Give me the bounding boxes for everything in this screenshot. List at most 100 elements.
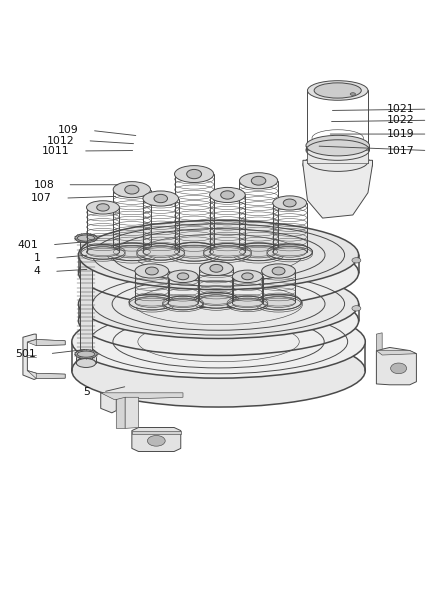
- Ellipse shape: [391, 363, 407, 373]
- Ellipse shape: [75, 350, 97, 359]
- Ellipse shape: [177, 273, 189, 280]
- Polygon shape: [132, 431, 181, 434]
- Ellipse shape: [187, 169, 202, 179]
- Ellipse shape: [262, 264, 295, 278]
- Text: 109: 109: [58, 126, 78, 136]
- Polygon shape: [307, 150, 368, 162]
- Ellipse shape: [314, 83, 361, 98]
- Ellipse shape: [81, 244, 125, 259]
- Text: 501: 501: [16, 349, 36, 359]
- Ellipse shape: [145, 267, 158, 275]
- Polygon shape: [376, 333, 382, 350]
- Text: 1019: 1019: [387, 129, 414, 139]
- Ellipse shape: [262, 297, 295, 307]
- Ellipse shape: [210, 188, 245, 202]
- Ellipse shape: [107, 243, 157, 261]
- Ellipse shape: [232, 270, 263, 283]
- Ellipse shape: [194, 293, 239, 308]
- Ellipse shape: [307, 81, 368, 100]
- Polygon shape: [303, 160, 372, 218]
- Ellipse shape: [87, 201, 120, 214]
- Ellipse shape: [221, 191, 234, 199]
- Ellipse shape: [113, 246, 151, 258]
- Ellipse shape: [227, 296, 268, 310]
- Ellipse shape: [251, 176, 266, 185]
- Polygon shape: [376, 350, 417, 355]
- Polygon shape: [101, 388, 183, 413]
- Polygon shape: [125, 397, 139, 428]
- Ellipse shape: [307, 152, 368, 172]
- Ellipse shape: [267, 244, 313, 260]
- Ellipse shape: [125, 185, 139, 194]
- Ellipse shape: [137, 244, 185, 260]
- Polygon shape: [116, 397, 125, 428]
- Text: 1012: 1012: [46, 136, 74, 146]
- Text: 1022: 1022: [387, 115, 414, 125]
- Text: 1: 1: [34, 253, 41, 263]
- Ellipse shape: [256, 294, 301, 310]
- Ellipse shape: [135, 297, 169, 307]
- Ellipse shape: [199, 261, 233, 276]
- Text: 4: 4: [34, 267, 41, 277]
- Ellipse shape: [240, 173, 278, 189]
- Polygon shape: [27, 371, 65, 379]
- Text: 1011: 1011: [42, 146, 70, 156]
- Polygon shape: [23, 334, 36, 379]
- Ellipse shape: [129, 294, 175, 310]
- Ellipse shape: [242, 273, 253, 280]
- Ellipse shape: [78, 220, 359, 290]
- Ellipse shape: [174, 245, 214, 258]
- Text: 1017: 1017: [387, 146, 414, 156]
- Text: 107: 107: [31, 193, 52, 203]
- Ellipse shape: [232, 299, 263, 307]
- Polygon shape: [132, 428, 181, 451]
- Ellipse shape: [87, 247, 120, 257]
- Ellipse shape: [168, 242, 220, 261]
- Polygon shape: [101, 393, 183, 399]
- Ellipse shape: [135, 264, 169, 278]
- Polygon shape: [27, 339, 65, 346]
- Ellipse shape: [78, 238, 359, 307]
- Ellipse shape: [273, 247, 306, 257]
- Ellipse shape: [203, 244, 252, 260]
- Ellipse shape: [272, 267, 285, 275]
- Ellipse shape: [306, 135, 369, 156]
- Text: 1021: 1021: [387, 104, 414, 114]
- Ellipse shape: [154, 194, 168, 203]
- Ellipse shape: [210, 264, 223, 272]
- Ellipse shape: [78, 286, 359, 355]
- Ellipse shape: [163, 296, 203, 310]
- Ellipse shape: [113, 182, 151, 198]
- Text: 5: 5: [83, 387, 90, 397]
- Polygon shape: [36, 373, 65, 379]
- Text: 108: 108: [33, 180, 54, 190]
- Ellipse shape: [273, 196, 306, 210]
- Ellipse shape: [352, 306, 361, 311]
- Polygon shape: [80, 237, 92, 359]
- Polygon shape: [36, 339, 65, 346]
- Polygon shape: [376, 348, 417, 385]
- Ellipse shape: [143, 191, 178, 206]
- Ellipse shape: [168, 270, 198, 283]
- Ellipse shape: [77, 235, 95, 241]
- Ellipse shape: [148, 435, 165, 446]
- Ellipse shape: [97, 204, 109, 211]
- Text: 401: 401: [18, 240, 38, 250]
- Ellipse shape: [240, 246, 278, 258]
- Ellipse shape: [77, 351, 95, 358]
- Ellipse shape: [72, 334, 365, 407]
- Ellipse shape: [199, 295, 233, 306]
- Ellipse shape: [283, 199, 296, 207]
- Ellipse shape: [233, 243, 285, 261]
- Ellipse shape: [78, 269, 359, 339]
- Ellipse shape: [350, 93, 355, 96]
- Ellipse shape: [303, 153, 372, 176]
- Ellipse shape: [76, 359, 96, 368]
- Ellipse shape: [210, 246, 245, 258]
- Ellipse shape: [174, 166, 214, 182]
- Ellipse shape: [143, 246, 178, 258]
- Ellipse shape: [72, 305, 365, 378]
- Ellipse shape: [352, 258, 361, 263]
- Ellipse shape: [75, 234, 97, 242]
- Ellipse shape: [168, 299, 198, 307]
